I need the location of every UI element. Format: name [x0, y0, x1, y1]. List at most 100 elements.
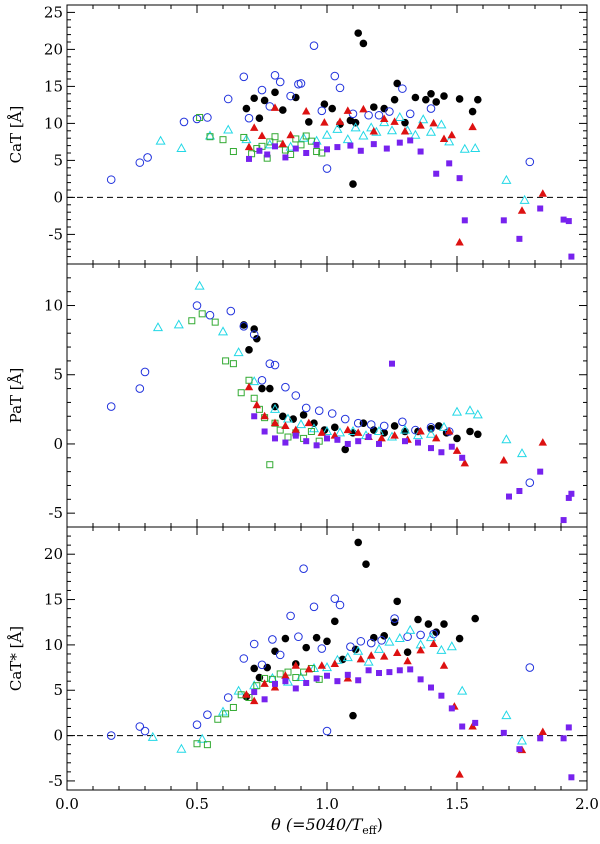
data-point-open-triangle — [438, 421, 450, 431]
data-point-filled-square — [568, 774, 575, 781]
data-point-filled-triangle — [369, 127, 378, 135]
panel-bottom: -5 0 5 10 15 20 CaT* [Å] — [7, 526, 588, 791]
data-point-open-square — [250, 394, 258, 402]
data-point-filled-circle — [328, 104, 337, 113]
data-point-filled-triangle — [252, 400, 261, 409]
data-point-open-square — [253, 682, 261, 690]
data-point-open-triangle — [350, 122, 361, 132]
data-point-open-circle — [525, 478, 535, 488]
data-point-filled-circle — [354, 538, 363, 547]
data-point-filled-triangle — [304, 664, 313, 673]
data-point-open-circle — [257, 85, 267, 95]
data-point-filled-square — [344, 440, 351, 447]
data-point-open-circle — [356, 636, 366, 646]
y-tick-label: 15 — [44, 77, 63, 95]
data-point-open-square — [188, 317, 196, 325]
data-point-filled-circle — [331, 423, 339, 432]
data-point-open-triangle — [386, 125, 398, 135]
panel-middle-ylabel: PaT [Å] — [7, 368, 25, 424]
data-point-filled-circle — [349, 711, 357, 720]
x-tick-labels: 0.0 0.5 1.0 1.5 2.0 — [55, 795, 599, 813]
data-point-filled-square — [376, 440, 382, 447]
panel-middle-ticks: -5 0 5 10 — [44, 263, 588, 528]
data-point-filled-circle — [245, 346, 253, 354]
data-point-filled-circle — [393, 597, 402, 606]
data-point-open-circle — [299, 564, 308, 574]
data-point-open-triangle — [519, 194, 530, 204]
data-point-open-triangle — [332, 123, 343, 133]
data-point-open-triangle — [147, 731, 158, 741]
data-point-filled-triangle — [416, 426, 425, 435]
data-point-open-circle — [291, 391, 301, 400]
data-point-filled-triangle — [367, 651, 376, 659]
data-point-filled-circle — [393, 79, 402, 88]
data-point-open-triangle — [464, 405, 476, 415]
data-point-filled-circle — [435, 422, 443, 430]
data-point-open-triangle — [176, 143, 187, 153]
data-point-filled-circle — [341, 445, 350, 454]
data-point-open-triangle — [501, 174, 512, 184]
data-point-open-triangle — [233, 347, 244, 357]
y-tick-label: 5 — [53, 366, 63, 384]
data-point-filled-triangle — [460, 458, 469, 467]
x-axis-label-main: θ (=5040/T — [271, 815, 363, 834]
data-point-open-square — [266, 138, 274, 146]
data-point-filled-square — [461, 217, 468, 224]
data-point-filled-triangle — [390, 431, 399, 439]
data-point-filled-circle — [414, 615, 422, 624]
data-point-open-circle — [366, 638, 376, 648]
data-point-open-triangle — [298, 132, 309, 142]
data-point-filled-square — [303, 438, 310, 445]
data-point-filled-triangle — [445, 426, 454, 435]
data-point-open-circle — [366, 420, 376, 429]
data-point-open-circle — [268, 635, 277, 644]
data-point-filled-square — [292, 145, 299, 152]
panel-bottom-ylabel: CaT* [Å] — [7, 626, 25, 691]
data-point-open-triangle — [394, 633, 405, 643]
data-point-filled-square — [347, 142, 354, 149]
data-point-open-circle — [275, 650, 285, 660]
data-point-open-triangle — [358, 130, 369, 140]
data-point-filled-circle — [427, 90, 435, 98]
data-point-open-circle — [270, 71, 280, 80]
data-point-filled-triangle — [429, 639, 438, 647]
data-point-filled-circle — [258, 384, 266, 393]
data-point-open-circle — [317, 106, 327, 116]
data-point-open-circle — [135, 722, 145, 731]
x-axis-label-close: ) — [377, 815, 383, 834]
data-point-filled-square — [500, 217, 507, 224]
data-point-open-square — [196, 113, 204, 121]
data-point-open-square — [229, 703, 237, 711]
data-point-open-circle — [403, 632, 412, 642]
data-point-filled-square — [537, 735, 544, 742]
data-point-filled-circle — [354, 29, 363, 37]
data-point-open-triangle — [425, 428, 437, 438]
data-point-open-circle — [192, 301, 202, 310]
data-point-filled-circle — [362, 560, 370, 568]
data-point-filled-circle — [474, 430, 482, 439]
data-point-filled-triangle — [377, 433, 386, 442]
y-tick-label: 10 — [44, 297, 63, 315]
data-point-open-square — [266, 461, 274, 469]
y-tick-label: 0 — [53, 727, 63, 745]
data-point-filled-square — [355, 677, 362, 684]
y-tick-label: 5 — [53, 151, 63, 169]
data-point-filled-circle — [250, 94, 258, 103]
data-point-filled-circle — [440, 92, 448, 100]
x-tick-label: 0.0 — [55, 795, 79, 813]
data-point-open-circle — [226, 306, 236, 316]
data-point-filled-triangle — [320, 118, 329, 126]
data-point-open-circle — [249, 330, 259, 339]
data-point-open-circle — [294, 632, 303, 642]
data-point-filled-circle — [403, 648, 412, 656]
data-point-filled-triangle — [354, 428, 363, 436]
data-point-open-triangle — [282, 413, 294, 423]
data-point-open-triangle — [394, 111, 405, 121]
data-point-open-triangle — [373, 425, 385, 435]
data-point-open-triangle — [347, 425, 359, 435]
data-point-open-triangle — [446, 641, 457, 651]
data-point-filled-square — [324, 435, 330, 442]
data-point-filled-triangle — [499, 456, 508, 464]
data-point-open-circle — [309, 602, 319, 612]
y-tick-label: -5 — [48, 225, 63, 243]
